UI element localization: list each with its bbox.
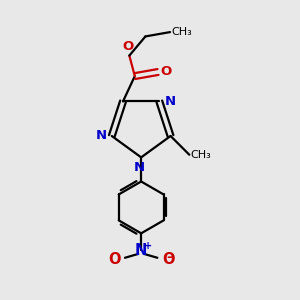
Text: O: O — [108, 252, 121, 267]
Text: N: N — [134, 244, 147, 259]
Text: +: + — [144, 241, 152, 251]
Text: O: O — [160, 65, 172, 79]
Text: O: O — [122, 40, 134, 53]
Text: CH₃: CH₃ — [172, 27, 192, 37]
Text: N: N — [165, 95, 176, 108]
Text: N: N — [134, 161, 145, 174]
Text: –: – — [167, 251, 173, 264]
Text: O: O — [162, 252, 174, 267]
Text: N: N — [95, 130, 106, 142]
Text: CH₃: CH₃ — [191, 150, 212, 160]
